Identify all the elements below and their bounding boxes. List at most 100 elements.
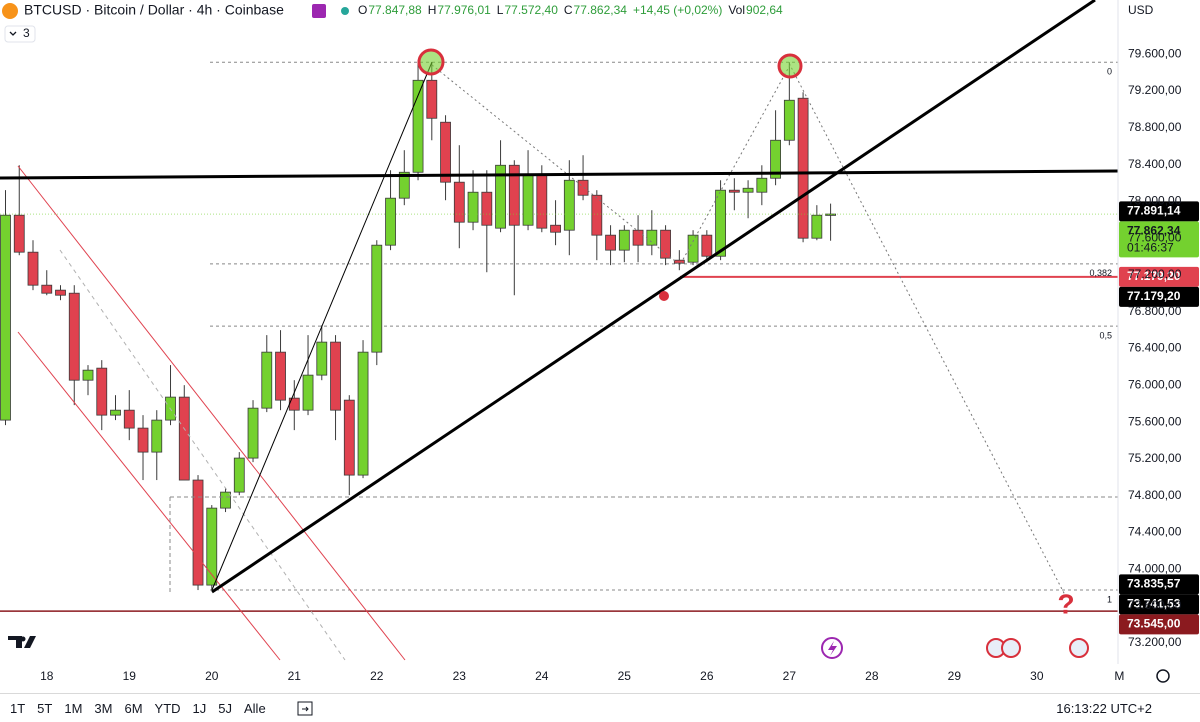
y-tick-label: 78.400,00	[1128, 157, 1182, 171]
annotation: ?	[1057, 588, 1074, 619]
volume-key: Vol	[728, 3, 745, 17]
candle-body	[715, 189, 726, 257]
x-tick-label: 25	[618, 669, 632, 683]
chart: BTCUSD · Bitcoin / Dollar · 4h · Coinbas…	[0, 0, 1200, 693]
symbol-title: BTCUSD · Bitcoin / Dollar · 4h · Coinbas…	[24, 2, 284, 18]
logo	[8, 636, 36, 648]
channel-line	[17, 331, 281, 661]
x-tick-label: 19	[123, 669, 137, 683]
top-marker	[777, 53, 803, 79]
price-tag	[1119, 574, 1199, 595]
flag-icon[interactable]	[312, 4, 326, 18]
candle-body	[508, 164, 520, 226]
price-tag-label: 73.835,57	[1127, 577, 1181, 591]
candle-body	[728, 189, 740, 193]
candle-body	[385, 197, 396, 246]
price-tags: 77.891,14 77.862,34 01:46:37 77.179,20 77.17…	[1119, 201, 1199, 635]
y-tick-label: 78.800,00	[1128, 120, 1182, 134]
candle-body	[770, 139, 781, 179]
y-tick-label: 73.200,00	[1128, 635, 1182, 649]
fib-label: 0	[1107, 67, 1112, 77]
channel-mid	[59, 249, 346, 661]
resistance-line	[0, 169, 1119, 180]
range-button[interactable]: 5J	[218, 700, 232, 716]
candle-body	[82, 369, 94, 381]
candle-body	[453, 181, 465, 223]
price-tag-label: 77.179,20	[1127, 289, 1181, 303]
price-tag-label: 77.862,34	[1127, 224, 1181, 238]
candle-body	[178, 396, 190, 481]
x-tick-label: 29	[948, 669, 962, 683]
y-tick-label: 74.400,00	[1128, 525, 1182, 539]
x-tick-label: 22	[370, 669, 384, 683]
x-tick-label: 27	[783, 669, 797, 683]
currency: USD	[1128, 3, 1154, 17]
candle-body	[137, 427, 149, 453]
ohlc-key: O	[358, 3, 367, 17]
candle-body	[110, 409, 121, 416]
range-button[interactable]: 1J	[192, 700, 207, 716]
candle-body	[591, 194, 603, 236]
y-tick-label: 76.400,00	[1128, 341, 1182, 355]
candle-body	[206, 507, 218, 586]
event-dot	[659, 291, 669, 301]
candle-body	[797, 97, 809, 239]
price-tag-countdown: 01:46:37	[1127, 241, 1174, 255]
candle-body	[577, 179, 589, 196]
candle-body	[618, 229, 630, 251]
y-tick-label: 75.200,00	[1128, 451, 1182, 465]
candle-body	[275, 351, 286, 401]
price-tag	[1119, 266, 1199, 287]
event-icon[interactable]	[821, 637, 843, 659]
ohlc-value: 77.572,40	[504, 3, 558, 17]
range-button[interactable]: Alle	[244, 700, 266, 716]
range-button[interactable]: 3M	[94, 700, 113, 716]
icons	[2, 3, 1170, 683]
trend-line	[211, 0, 1096, 594]
indicator-count: 3	[23, 26, 30, 40]
background	[0, 0, 1200, 693]
event-icon[interactable]	[1069, 638, 1089, 658]
settings-icon[interactable]	[1156, 669, 1170, 683]
candle-body	[426, 79, 438, 119]
ohlc-key: C	[564, 3, 573, 17]
projection-path	[431, 63, 1066, 596]
candle-body	[440, 121, 451, 183]
ohlc-key: L	[497, 3, 504, 17]
candle-body	[495, 164, 506, 229]
candle-body	[316, 341, 328, 376]
range-button[interactable]: 1M	[64, 700, 83, 716]
candle-body	[13, 214, 25, 253]
candle-body	[371, 244, 383, 353]
candle-body	[563, 179, 575, 231]
candle-body	[192, 479, 204, 586]
candle-body	[41, 284, 53, 294]
drawings	[0, 0, 1119, 661]
indicator-toggle[interactable]	[4, 25, 36, 43]
candle-body	[357, 351, 369, 476]
candle-body	[233, 457, 245, 493]
event-icon[interactable]	[1001, 638, 1021, 658]
y-tick-label: 79.600,00	[1128, 46, 1182, 60]
symbol-icon	[2, 3, 18, 19]
range-button[interactable]: 1T	[10, 700, 26, 716]
change: +14,45 (+0,02%)	[633, 3, 722, 17]
x-tick-label: 23	[453, 669, 467, 683]
date-range-icon[interactable]	[296, 699, 316, 717]
x-tick-label: 18	[40, 669, 54, 683]
range-button[interactable]: 5T	[37, 700, 53, 716]
event-icon-bolt	[828, 641, 837, 656]
y-tick-label: 77.200,00	[1128, 267, 1182, 281]
channel-line	[17, 165, 406, 661]
status-dot	[341, 7, 349, 15]
candle-body	[398, 171, 410, 199]
range-button[interactable]: YTD	[154, 700, 181, 716]
price-tag	[1119, 594, 1199, 615]
ohlc-value: 77.847,88	[368, 3, 422, 17]
candle-body	[261, 351, 273, 409]
candle-body	[302, 374, 314, 411]
ohlc-value: 77.862,34	[574, 3, 628, 17]
candle-body	[783, 99, 795, 141]
range-button[interactable]: 6M	[124, 700, 143, 716]
